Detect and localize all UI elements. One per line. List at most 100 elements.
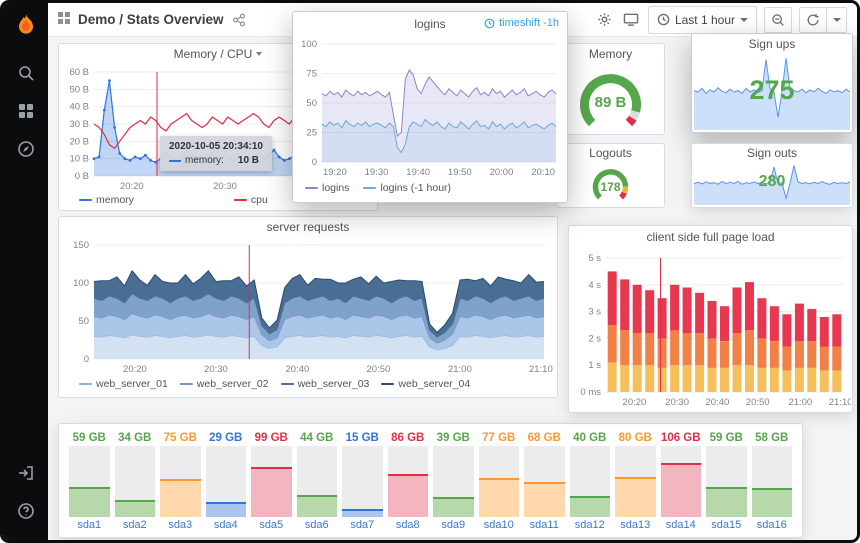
legend-item[interactable]: logins (-1 hour) (363, 182, 451, 194)
chart-tooltip: 2020-10-05 20:34:10 memory: 10 B (160, 136, 272, 171)
sign-in-icon[interactable] (3, 458, 48, 488)
panel-title-sign-outs[interactable]: Sign outs (692, 144, 852, 162)
panel-title-logouts[interactable]: Logouts (557, 144, 664, 162)
dashboard-title[interactable]: Demo / Stats Overview (78, 12, 224, 27)
svg-text:19:20: 19:20 (323, 167, 347, 178)
logins-chart[interactable]: 0 25 50 75 100 19:20 19:30 19:40 19:50 20:00 20:10 (294, 36, 566, 178)
grafana-logo[interactable] (11, 10, 41, 40)
svg-text:20:50: 20:50 (367, 364, 391, 375)
zoom-out-icon[interactable] (764, 6, 792, 33)
share-icon[interactable] (232, 13, 246, 27)
disk-column-sda13[interactable]: 80 GB sda13 (615, 432, 656, 531)
panel-title-logins[interactable]: logins timeshift -1h (293, 12, 567, 36)
chevron-down-icon (256, 52, 263, 56)
panel-title-server-requests[interactable]: server requests (59, 217, 557, 237)
svg-text:19:40: 19:40 (406, 167, 430, 178)
tooltip-value: 10 B (237, 155, 260, 166)
refresh-controls (799, 6, 847, 33)
help-icon[interactable] (3, 496, 48, 526)
svg-text:2 s: 2 s (588, 333, 601, 344)
dashboard-grid-icon (58, 11, 70, 29)
timeshift-link[interactable]: timeshift -1h (484, 17, 559, 29)
legend-item[interactable]: web_server_01 (79, 378, 168, 390)
disk-column-sda5[interactable]: 99 GB sda5 (251, 432, 292, 531)
big-value: 280 (758, 172, 786, 190)
sign-ups-sparkline[interactable]: 275 (693, 54, 851, 131)
sign-outs-sparkline[interactable]: 280 (693, 162, 851, 205)
svg-text:21:10: 21:10 (829, 397, 851, 408)
disk-column-sda4[interactable]: 29 GB sda4 (205, 432, 246, 531)
svg-text:100: 100 (301, 39, 317, 50)
panel-title-memory-cpu[interactable]: Memory / CPU (59, 44, 377, 64)
disk-column-sda10[interactable]: 77 GB sda10 (478, 432, 519, 531)
svg-text:40 B: 40 B (69, 102, 89, 113)
panel-title-memory[interactable]: Memory (557, 44, 664, 64)
clock-icon (657, 13, 670, 26)
explore-icon[interactable] (3, 134, 48, 164)
svg-text:21:00: 21:00 (788, 397, 812, 408)
panel-page-load: client side full page load 0 ms 1 s 2 s 3 s… (568, 225, 853, 413)
svg-text:25: 25 (306, 128, 317, 139)
disk-column-sda8[interactable]: 86 GB sda8 (387, 432, 428, 531)
panel-title-page-load[interactable]: client side full page load (569, 226, 852, 248)
panel-title-text: client side full page load (646, 230, 775, 244)
svg-text:50: 50 (78, 316, 89, 327)
svg-text:20:30: 20:30 (204, 364, 228, 375)
dashboards-icon[interactable] (3, 96, 48, 126)
panel-server-requests: server requests 0 50 100 150 20:20 20:30 20:40… (58, 216, 558, 398)
svg-text:20:30: 20:30 (665, 397, 689, 408)
disk-column-sda15[interactable]: 59 GB sda15 (706, 432, 747, 531)
disk-column-sda9[interactable]: 39 GB sda9 (433, 432, 474, 531)
server-requests-chart[interactable]: 0 50 100 150 20:20 20:30 20:40 20:50 21:00 21:10 (60, 237, 556, 375)
logouts-gauge[interactable]: 178 (557, 162, 664, 205)
svg-text:20:40: 20:40 (286, 364, 310, 375)
logins-legend: logins logins (-1 hour) (293, 178, 567, 198)
svg-text:19:30: 19:30 (365, 167, 389, 178)
svg-text:20:00: 20:00 (490, 167, 514, 178)
memory-gauge[interactable]: 89 B (557, 64, 664, 134)
disk-column-sda14[interactable]: 106 GB sda14 (660, 432, 701, 531)
disk-column-sda11[interactable]: 68 GB sda11 (524, 432, 565, 531)
svg-text:20:30: 20:30 (213, 181, 237, 192)
disk-column-sda3[interactable]: 75 GB sda3 (160, 432, 201, 531)
svg-text:20 B: 20 B (69, 136, 89, 147)
svg-text:20:20: 20:20 (623, 397, 647, 408)
legend-item[interactable]: cpu (233, 194, 268, 206)
disk-column-sda7[interactable]: 15 GB sda7 (342, 432, 383, 531)
page-load-chart[interactable]: 0 ms 1 s 2 s 3 s 4 s 5 s 20:20 20:30 20:40 20:50 2… (570, 248, 852, 408)
disk-column-sda16[interactable]: 58 GB sda16 (751, 432, 792, 531)
legend-item[interactable]: web_server_04 (381, 378, 470, 390)
legend-item[interactable]: web_server_03 (280, 378, 369, 390)
refresh-interval-dropdown[interactable] (827, 6, 847, 33)
panel-logouts: Logouts 178 (556, 143, 665, 208)
refresh-icon[interactable] (799, 6, 827, 33)
svg-text:30 B: 30 B (69, 119, 89, 130)
disk-column-sda2[interactable]: 34 GB sda2 (114, 432, 155, 531)
sidebar (3, 3, 48, 540)
panel-title-sign-ups[interactable]: Sign ups (692, 34, 852, 54)
svg-text:20:40: 20:40 (705, 397, 729, 408)
search-icon[interactable] (3, 58, 48, 88)
svg-text:4 s: 4 s (588, 280, 601, 291)
tv-mode-icon[interactable] (621, 10, 641, 29)
svg-text:100: 100 (73, 278, 89, 289)
disk-bar-gauge: 59 GB sda1 34 GB sda2 75 GB sda3 29 GB sda4 99 G… (59, 424, 802, 537)
svg-text:150: 150 (73, 240, 89, 251)
time-picker[interactable]: Last 1 hour (647, 5, 757, 34)
sidebar-bottom (3, 454, 48, 530)
disk-column-sda12[interactable]: 40 GB sda12 (569, 432, 610, 531)
panel-title-text: server requests (266, 220, 350, 234)
svg-text:50: 50 (306, 98, 317, 109)
legend-item[interactable]: memory (79, 194, 134, 206)
svg-text:0 B: 0 B (75, 171, 89, 182)
legend-item[interactable]: logins (305, 182, 349, 194)
gauge-value: 178 (600, 180, 621, 194)
svg-text:20:50: 20:50 (746, 397, 770, 408)
chevron-down-icon (740, 17, 748, 22)
disk-column-sda6[interactable]: 44 GB sda6 (296, 432, 337, 531)
legend-item[interactable]: web_server_02 (179, 378, 269, 390)
time-range-label: Last 1 hour (674, 12, 735, 27)
dashboard-settings-icon[interactable] (595, 10, 614, 29)
disk-column-sda1[interactable]: 59 GB sda1 (69, 432, 110, 531)
